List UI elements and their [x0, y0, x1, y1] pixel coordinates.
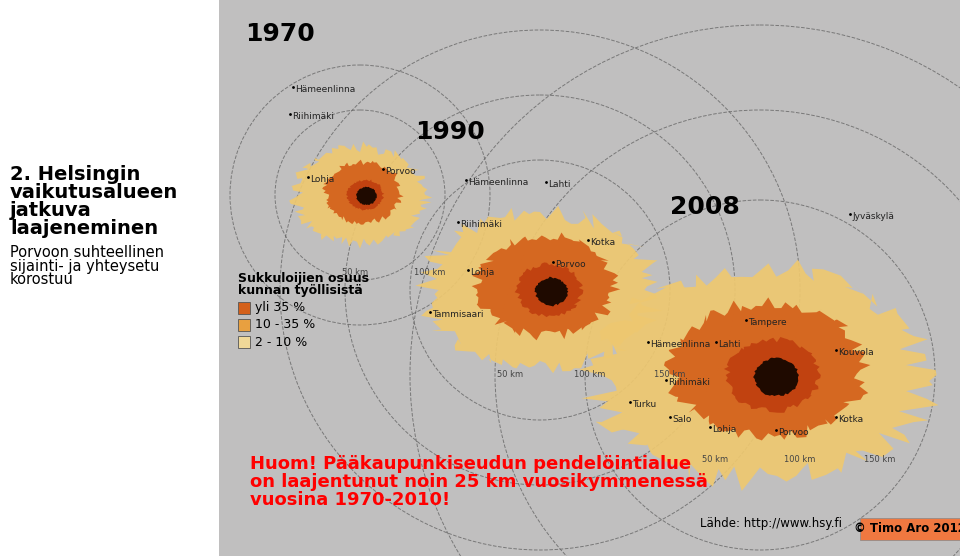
Text: Kouvola: Kouvola — [838, 348, 874, 357]
Text: Kotka: Kotka — [590, 238, 615, 247]
Polygon shape — [356, 187, 377, 205]
Text: 50 km: 50 km — [497, 370, 523, 379]
Text: Kotka: Kotka — [838, 415, 863, 424]
Polygon shape — [535, 277, 568, 306]
Text: yli 35 %: yli 35 % — [255, 301, 305, 315]
Polygon shape — [416, 206, 663, 373]
Text: jatkuva: jatkuva — [10, 201, 92, 220]
Text: Lohja: Lohja — [470, 268, 494, 277]
Text: 2 - 10 %: 2 - 10 % — [255, 335, 307, 349]
Text: Lohja: Lohja — [310, 175, 334, 184]
Text: 2. Helsingin: 2. Helsingin — [10, 165, 140, 184]
Text: Riihimäki: Riihimäki — [668, 378, 710, 387]
Text: laajeneminen: laajeneminen — [10, 219, 158, 238]
Text: 50 km: 50 km — [342, 268, 368, 277]
Text: 100 km: 100 km — [415, 268, 445, 277]
Text: 1970: 1970 — [245, 22, 315, 46]
Text: Lohja: Lohja — [712, 425, 736, 434]
Text: Porvoon suhteellinen: Porvoon suhteellinen — [10, 245, 164, 260]
Text: Turku: Turku — [632, 400, 657, 409]
Text: © Timo Aro 2012: © Timo Aro 2012 — [854, 523, 960, 535]
Text: kunnan työllisistä: kunnan työllisistä — [238, 284, 363, 297]
Text: Sukkuloijien osuus: Sukkuloijien osuus — [238, 272, 369, 285]
Text: Lahti: Lahti — [548, 180, 570, 189]
Text: Lahti: Lahti — [718, 340, 740, 349]
Text: Jyväskylä: Jyväskylä — [852, 212, 894, 221]
Polygon shape — [347, 180, 384, 211]
Bar — [238, 302, 250, 314]
Text: Porvoo: Porvoo — [555, 260, 586, 269]
Text: 10 - 35 %: 10 - 35 % — [255, 319, 315, 331]
Text: Salo: Salo — [672, 415, 691, 424]
Text: Riihimäki: Riihimäki — [292, 112, 334, 121]
Text: Porvoo: Porvoo — [778, 428, 808, 437]
Text: 2008: 2008 — [670, 195, 740, 219]
Polygon shape — [471, 232, 620, 340]
Text: Hämeenlinna: Hämeenlinna — [295, 85, 355, 94]
Text: vaikutusalueen: vaikutusalueen — [10, 183, 179, 202]
Text: Huom! Pääkaupunkiseudun pendelöintialue: Huom! Pääkaupunkiseudun pendelöintialue — [250, 455, 691, 473]
Polygon shape — [323, 160, 403, 225]
Polygon shape — [664, 297, 871, 440]
Polygon shape — [724, 337, 821, 413]
Polygon shape — [515, 262, 584, 317]
Polygon shape — [289, 142, 432, 249]
Bar — [860, 518, 960, 540]
Text: Porvoo: Porvoo — [385, 167, 416, 176]
Bar — [238, 319, 250, 331]
Text: Tampere: Tampere — [748, 318, 786, 327]
Text: Tammisaari: Tammisaari — [432, 310, 484, 319]
Bar — [0, 0, 219, 556]
Text: vuosina 1970-2010!: vuosina 1970-2010! — [250, 491, 450, 509]
Text: on laajentunut noin 25 km vuosikymmenessä: on laajentunut noin 25 km vuosikymmeness… — [250, 473, 708, 491]
Text: Lähde: http://www.hsy.fi: Lähde: http://www.hsy.fi — [700, 517, 842, 530]
Text: 100 km: 100 km — [574, 370, 606, 379]
Text: Riihimäki: Riihimäki — [460, 220, 502, 229]
Text: 100 km: 100 km — [784, 455, 816, 464]
Polygon shape — [580, 260, 939, 491]
Text: 1990: 1990 — [415, 120, 485, 144]
Text: Hämeenlinna: Hämeenlinna — [468, 178, 528, 187]
Text: 150 km: 150 km — [864, 455, 896, 464]
Text: sijainti- ja yhteysetu: sijainti- ja yhteysetu — [10, 259, 159, 274]
Bar — [238, 336, 250, 348]
Text: korostuu: korostuu — [10, 272, 74, 287]
Polygon shape — [754, 358, 799, 396]
Text: 50 km: 50 km — [702, 455, 728, 464]
Text: Hämeenlinna: Hämeenlinna — [650, 340, 710, 349]
Text: 150 km: 150 km — [655, 370, 685, 379]
